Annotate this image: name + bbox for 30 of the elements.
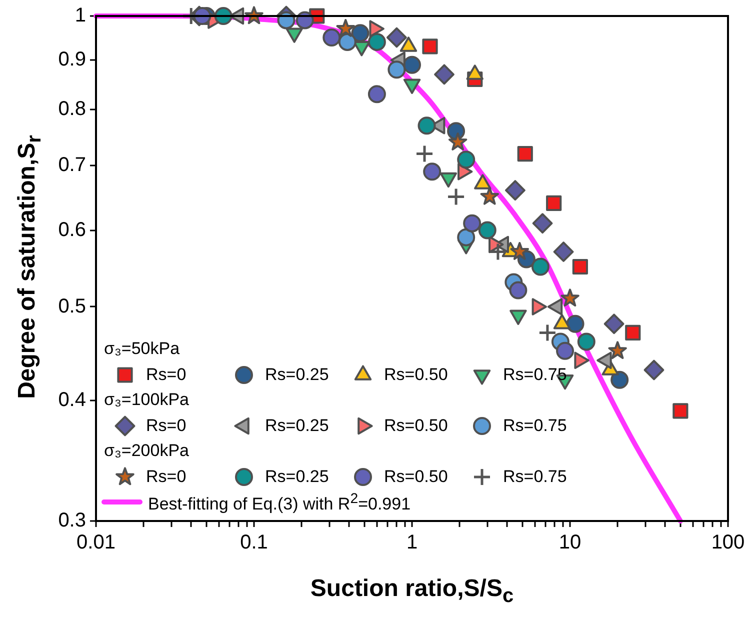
annotation: σ₃=50kPa bbox=[104, 339, 181, 358]
x-axis-title: Suction ratio,S/S$_{c}$ bbox=[310, 575, 514, 608]
legend-label: Rs=0.75 bbox=[503, 365, 567, 384]
y-tick-label: 0.7 bbox=[58, 154, 86, 176]
x-tick-label: 10 bbox=[558, 532, 582, 554]
legend-label: Rs=0.75 bbox=[503, 467, 567, 486]
y-tick-label: 0.5 bbox=[58, 295, 86, 318]
legend-label: Best-fitting of Eq.(3) with R$^{2}$=0.991 bbox=[148, 490, 411, 514]
y-tick-label: 0.8 bbox=[58, 98, 86, 120]
x-tick-label: 100 bbox=[711, 532, 745, 554]
legend-label: Rs=0.25 bbox=[265, 467, 329, 486]
legend-label: Rs=0.50 bbox=[384, 416, 448, 435]
legend-label: Rs=0 bbox=[146, 416, 186, 435]
y-tick-label: 0.6 bbox=[58, 218, 86, 241]
x-tick-label: 1 bbox=[406, 532, 418, 554]
legend-label: Rs=0 bbox=[146, 467, 186, 486]
y-tick-label: 0.4 bbox=[58, 388, 86, 411]
x-tick-label: 0.01 bbox=[76, 532, 116, 554]
legend-label: Rs=0.50 bbox=[384, 365, 448, 384]
y-tick-label: 0.3 bbox=[58, 510, 86, 532]
legend-label: Rs=0.25 bbox=[265, 365, 329, 384]
y-tick-label: 1 bbox=[74, 4, 86, 27]
y-tick-label: 0.9 bbox=[58, 48, 86, 71]
legend-label: Rs=0 bbox=[146, 365, 186, 384]
x-tick-label: 0.1 bbox=[240, 532, 268, 554]
legend-label: Rs=0.50 bbox=[384, 467, 448, 486]
legend-label: Rs=0.25 bbox=[265, 416, 329, 435]
annotation: σ₃=200kPa bbox=[104, 441, 190, 460]
legend-label: Rs=0.75 bbox=[503, 416, 567, 435]
annotation: σ₃=100kPa bbox=[104, 390, 190, 409]
